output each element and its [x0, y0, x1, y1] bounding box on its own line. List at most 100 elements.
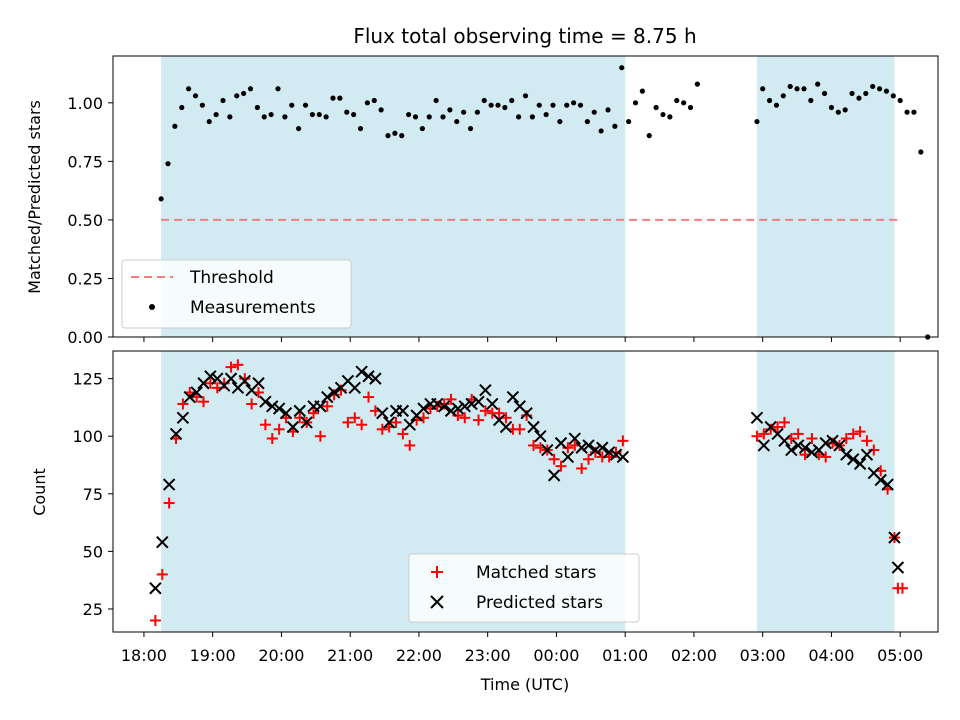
measurement-point	[639, 88, 645, 94]
measurement-point	[536, 102, 542, 108]
predicted-point	[314, 400, 327, 413]
predicted-point	[805, 446, 819, 459]
measurement-point	[385, 133, 391, 139]
predicted-point	[589, 443, 602, 457]
predicted-marker-b	[444, 404, 458, 418]
measurement-point	[474, 109, 480, 115]
predicted-point	[190, 386, 203, 399]
measurement-point	[158, 196, 164, 202]
matched-point	[314, 430, 326, 442]
predicted-point	[224, 372, 238, 385]
predicted-point	[609, 448, 623, 461]
measurement-point	[241, 90, 247, 97]
predicted-marker-b	[853, 457, 867, 471]
measurement-point	[667, 114, 673, 120]
predicted-point	[293, 404, 306, 418]
measurement-point	[261, 114, 267, 120]
predicted-point	[891, 561, 905, 574]
x-tick-label: 01:00	[602, 646, 648, 665]
bottom-legend: Matched stars Predicted stars	[408, 553, 640, 623]
measurement-point	[694, 81, 700, 87]
y-tick-label: 0.00	[67, 328, 103, 347]
matched-point	[555, 460, 567, 472]
measurement-point	[856, 95, 862, 101]
predicted-point	[778, 434, 791, 448]
predicted-marker-b	[506, 390, 520, 404]
predicted-marker-b	[169, 427, 183, 441]
measurement-point	[371, 97, 377, 104]
predicted-point	[321, 390, 334, 404]
measurement-point	[426, 114, 432, 120]
measurement-point	[766, 97, 773, 104]
measurement-point	[440, 114, 446, 120]
predicted-point	[272, 402, 286, 415]
y-tick-label: 100	[72, 427, 103, 446]
predicted-point	[451, 402, 465, 415]
top-x-ticks	[143, 337, 901, 342]
measurement-point	[309, 111, 315, 118]
predicted-point	[520, 406, 533, 420]
predicted-marker-b	[376, 406, 389, 420]
predicted-marker-b	[541, 443, 554, 457]
threshold-legend-label: Threshold	[189, 268, 274, 288]
predicted-marker-b	[211, 372, 224, 385]
predicted-point	[286, 420, 300, 434]
predicted-point	[362, 370, 375, 383]
predicted-marker-b	[190, 386, 203, 399]
matched-point	[273, 423, 285, 435]
predicted-point	[750, 411, 764, 425]
measurement-point	[808, 97, 814, 104]
predicted-marker-b	[314, 400, 327, 413]
predicted-marker-b	[355, 365, 368, 378]
measurement-point	[577, 102, 584, 108]
predicted-marker-b	[561, 450, 575, 464]
measurement-point	[571, 100, 577, 106]
measurement-point	[337, 95, 343, 101]
predicted-point	[554, 436, 568, 450]
predicted-point	[874, 473, 887, 487]
predicted-marker-b	[479, 383, 492, 397]
predicted-marker-b	[403, 418, 416, 431]
predicted-marker-b	[327, 386, 341, 399]
measurement-point	[801, 86, 807, 92]
measurement-point	[488, 102, 494, 108]
predicted-point	[444, 404, 458, 418]
predicted-marker-b	[582, 439, 595, 452]
predicted-marker-b	[785, 443, 798, 457]
measurement-point	[509, 97, 515, 104]
measurement-point	[849, 90, 855, 97]
predicted-point	[486, 397, 499, 411]
measurement-point	[681, 100, 687, 106]
measurement-point	[564, 102, 570, 108]
predicted-point	[266, 400, 279, 413]
matched-point	[758, 428, 770, 440]
predicted-marker-b	[437, 400, 451, 413]
predicted-point	[417, 402, 430, 415]
predicted-points	[149, 365, 905, 595]
predicted-marker-b	[472, 395, 485, 408]
predicted-point	[437, 400, 451, 413]
matched-point	[321, 400, 333, 412]
matched-point	[820, 451, 832, 463]
bottom-plot-frame	[112, 350, 939, 633]
measurement-point	[502, 104, 508, 111]
predicted-marker-b	[382, 416, 396, 429]
predicted-point	[279, 406, 293, 420]
predicted-marker-b	[520, 406, 533, 420]
measurement-points	[158, 65, 931, 340]
predicted-marker-b	[431, 397, 444, 411]
measurement-point	[234, 93, 240, 99]
predicted-point	[561, 450, 575, 464]
predicted-marker-b	[272, 402, 286, 415]
predicted-marker-b	[183, 390, 196, 404]
matched-point	[806, 433, 818, 445]
measurement-point	[461, 109, 467, 115]
predicted-marker-b	[513, 400, 526, 413]
predicted-marker-b	[805, 446, 819, 459]
predicted-marker-b	[750, 411, 764, 425]
predicted-marker-b	[575, 441, 588, 454]
matched-point	[259, 419, 271, 431]
count-panel: 25 50 75 100 125 18:00 19:00 20:00 21:00 22:00 23…	[30, 350, 939, 694]
predicted-marker-b	[162, 478, 176, 491]
